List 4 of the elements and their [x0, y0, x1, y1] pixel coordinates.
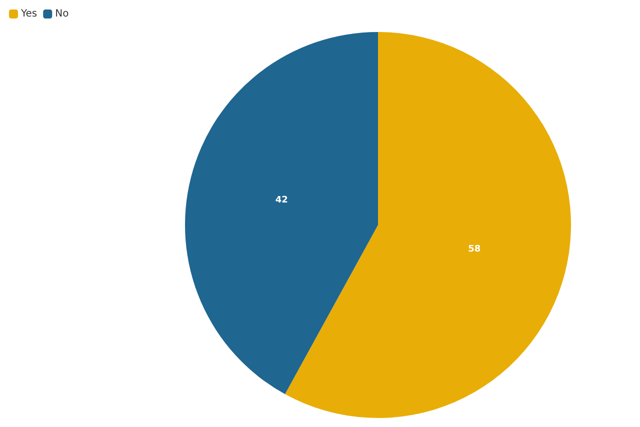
legend-label: Yes	[20, 8, 38, 20]
data-label: 42	[275, 195, 288, 206]
legend-label: No	[55, 8, 69, 20]
data-label: 58	[468, 244, 481, 255]
